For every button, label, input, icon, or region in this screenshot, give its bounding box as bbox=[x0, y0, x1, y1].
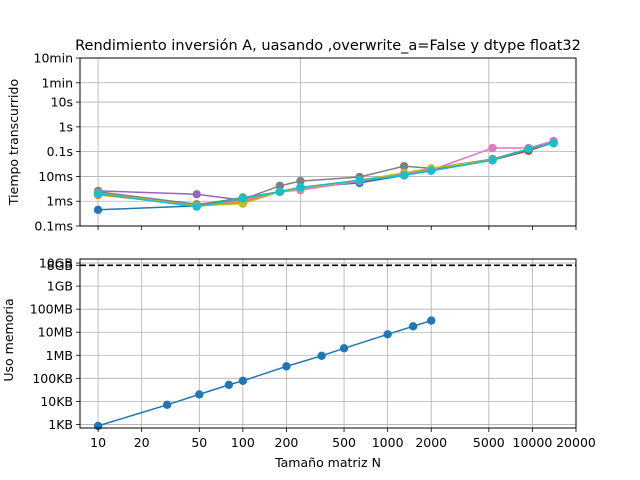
time-data-point bbox=[355, 176, 364, 185]
time-data-point bbox=[296, 176, 305, 186]
memory-data-point bbox=[282, 362, 291, 371]
time-y-ticks: 0.1ms 1ms 10ms 0.1s 1s 10s 1min 10min bbox=[34, 51, 80, 234]
memory-series-1 bbox=[93, 316, 436, 431]
memory-data-point bbox=[224, 380, 234, 390]
memory-data-point bbox=[383, 330, 392, 339]
memory-y-tick-label: 100KB bbox=[32, 371, 73, 386]
time-panel: 0.1ms 1ms 10ms 0.1s 1s 10s 1min 10min Tiempo tr… bbox=[6, 51, 577, 234]
time-series-10 bbox=[93, 138, 558, 211]
x-tick-label: 200 bbox=[275, 435, 299, 450]
memory-data-point bbox=[317, 351, 326, 360]
time-y-tick-label: 10min bbox=[34, 51, 73, 66]
memory-data-point bbox=[427, 316, 436, 325]
memory-data-point bbox=[339, 344, 349, 353]
time-data-point bbox=[93, 189, 103, 198]
time-data-point bbox=[192, 190, 201, 199]
time-x-ticks bbox=[97, 226, 577, 230]
time-data-point bbox=[275, 181, 285, 190]
time-y-tick-label: 1ms bbox=[46, 194, 73, 209]
time-data-point bbox=[192, 202, 201, 211]
time-data-point bbox=[296, 183, 305, 192]
memory-grid bbox=[80, 259, 577, 428]
chart-title: Rendimiento inversión A, uasando ,overwr… bbox=[75, 38, 581, 54]
memory-y-tick-label: 10GB bbox=[39, 256, 73, 271]
memory-y-tick-label: 1KB bbox=[48, 417, 73, 432]
time-y-axis-label: Tiempo transcurrido bbox=[6, 79, 21, 206]
x-axis-label: Tamaño matriz N bbox=[274, 455, 381, 470]
memory-y-tick-label: 100MB bbox=[30, 302, 73, 317]
x-tick-label: 2000 bbox=[415, 435, 447, 450]
time-data-point bbox=[488, 156, 497, 165]
time-series-group bbox=[93, 136, 558, 215]
memory-axes-frame bbox=[79, 258, 577, 429]
time-data-point bbox=[524, 144, 533, 154]
memory-y-tick-label: 10KB bbox=[40, 394, 73, 409]
time-y-tick-label: 1min bbox=[41, 75, 73, 90]
time-data-point bbox=[488, 143, 497, 153]
x-tick-label: 5000 bbox=[473, 435, 505, 450]
memory-y-tick-label: 1GB bbox=[47, 279, 73, 294]
memory-data-point bbox=[408, 322, 418, 331]
memory-y-axis-label: Uso memoria bbox=[1, 298, 16, 381]
x-tick-label: 10000 bbox=[513, 435, 553, 450]
memory-y-tick-label: 10MB bbox=[38, 325, 73, 340]
time-data-point bbox=[399, 171, 409, 180]
x-tick-label: 500 bbox=[332, 435, 356, 450]
x-tick-label: 20000 bbox=[556, 435, 596, 450]
x-tick-label: 10 bbox=[90, 435, 106, 450]
memory-y-tick-label: 1MB bbox=[46, 348, 73, 363]
memory-data-point bbox=[238, 376, 248, 386]
x-tick-label: 100 bbox=[231, 435, 255, 450]
x-tick-label: 20 bbox=[134, 435, 150, 450]
time-y-tick-label: 10ms bbox=[38, 169, 73, 184]
memory-y-tick-label: 8GB bbox=[47, 258, 73, 273]
time-data-point bbox=[238, 194, 248, 203]
memory-series-group bbox=[93, 316, 436, 431]
time-y-tick-label: 10s bbox=[51, 95, 73, 110]
time-data-point bbox=[399, 161, 409, 171]
time-y-tick-label: 0.1s bbox=[47, 144, 73, 159]
time-axes-frame bbox=[79, 57, 577, 227]
time-data-point bbox=[275, 187, 285, 196]
time-y-tick-label: 1s bbox=[59, 119, 73, 134]
x-tick-label: 50 bbox=[191, 435, 207, 450]
time-data-point bbox=[93, 205, 103, 215]
time-y-tick-label: 0.1ms bbox=[34, 219, 73, 234]
time-data-point bbox=[427, 166, 436, 175]
memory-x-ticks: 10 20 50 100 200 500 1000 2000 5000 10000 20000 bbox=[90, 428, 596, 450]
memory-data-point bbox=[162, 400, 172, 410]
time-data-point bbox=[549, 138, 558, 148]
memory-data-point bbox=[195, 390, 204, 399]
x-tick-label: 1000 bbox=[372, 435, 404, 450]
